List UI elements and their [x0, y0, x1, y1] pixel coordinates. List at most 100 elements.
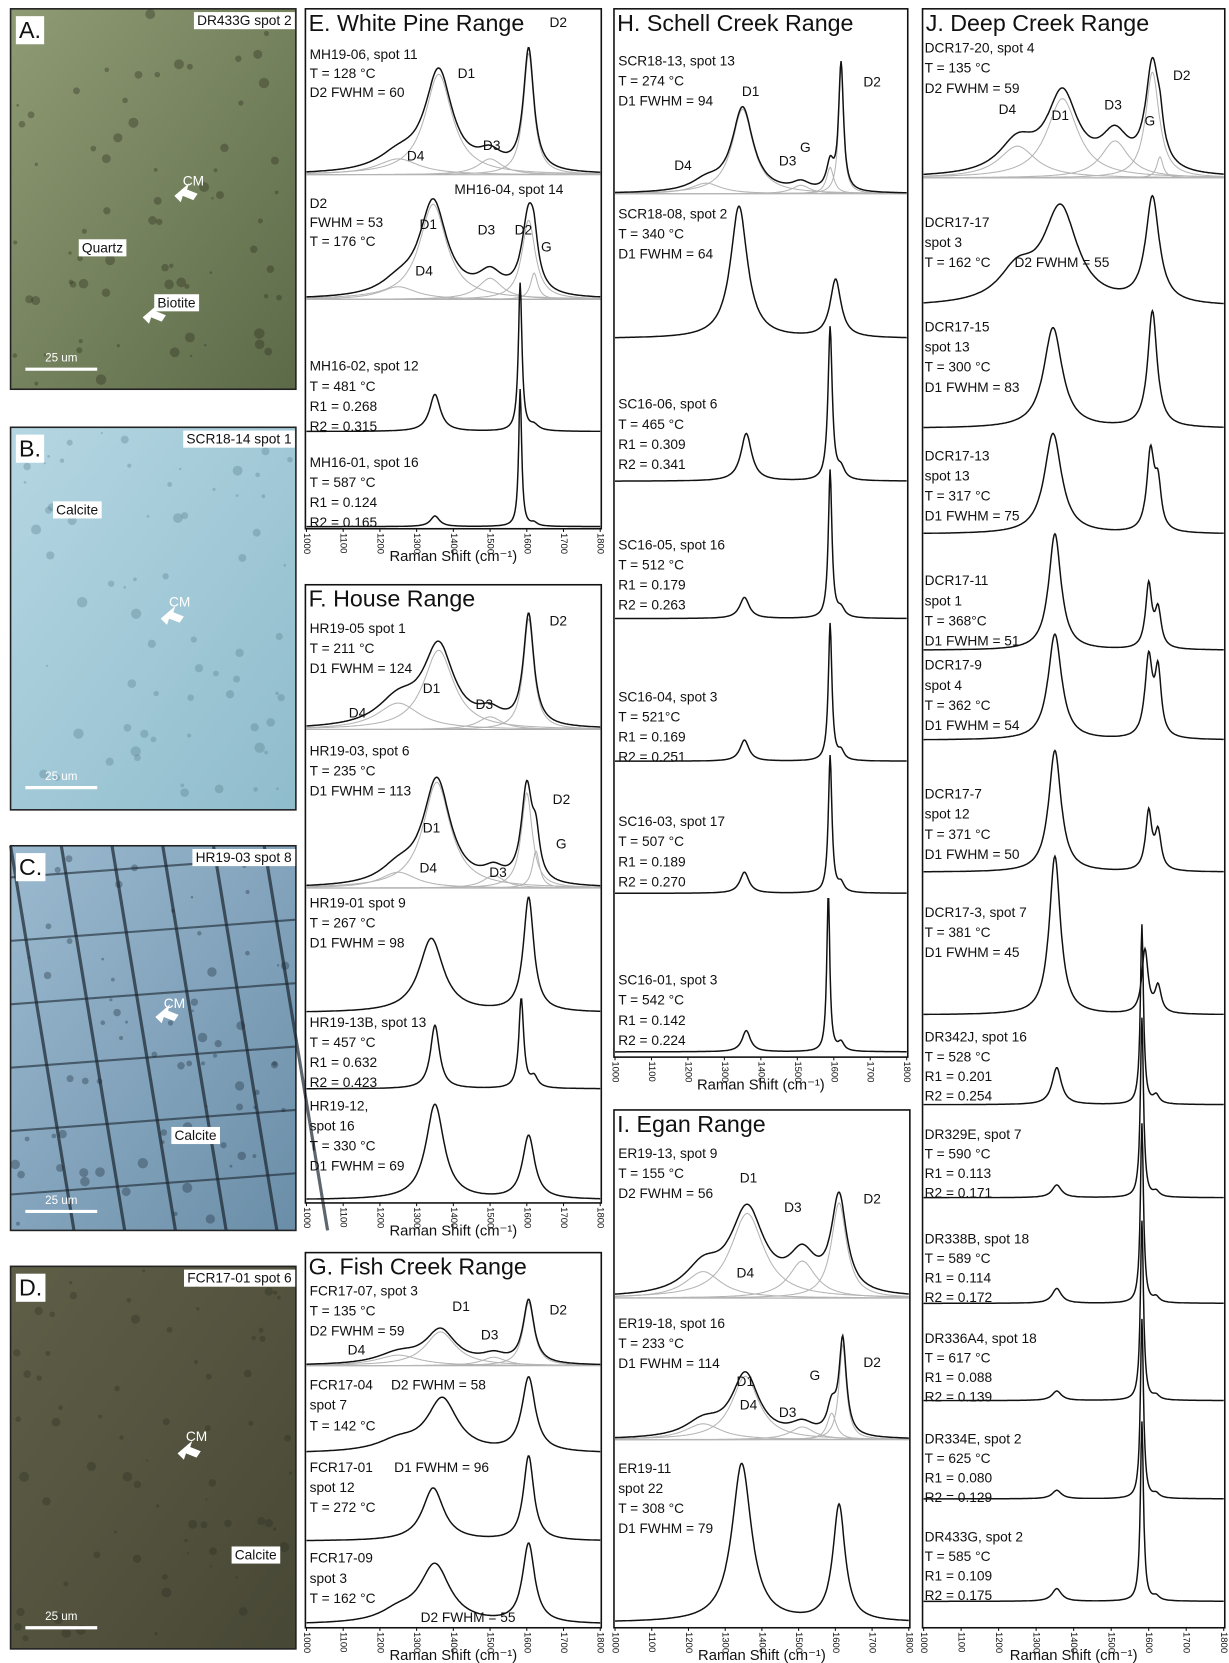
- spectrum-label: ER19-13, spot 9: [618, 1146, 717, 1161]
- photo-texture: [210, 271, 213, 274]
- spectrum-label: T = 589 °C: [925, 1251, 991, 1266]
- photo-texture: [213, 1054, 217, 1058]
- photo-texture: [156, 1504, 159, 1507]
- x-tick-label: 1600: [521, 533, 532, 554]
- scale-label: 25 um: [45, 1194, 77, 1207]
- x-tick-label: 1800: [595, 533, 606, 554]
- photo-texture: [133, 1555, 141, 1563]
- photo-texture: [255, 473, 260, 478]
- spectrum-label: DCR17-11: [925, 573, 989, 588]
- spectrum-label: D2: [310, 196, 328, 211]
- photo-texture: [168, 1020, 173, 1025]
- spectrum-label: DR342J, spot 16: [925, 1030, 1028, 1045]
- photo-texture: [206, 1374, 212, 1380]
- photo-texture: [138, 1158, 148, 1168]
- photo-texture: [13, 353, 18, 358]
- x-tick-label: 1200: [374, 533, 385, 554]
- spectrum-label: DCR17-9: [925, 658, 982, 673]
- photo-texture: [79, 1168, 88, 1177]
- spectrum-label: D1 FWHM = 51: [925, 633, 1020, 648]
- photo-texture: [198, 1033, 207, 1042]
- spectrum-label: spot 4: [925, 678, 963, 693]
- spectrum-label: spot 22: [618, 1481, 663, 1496]
- photo-texture: [276, 633, 283, 640]
- spectrum-label: DCR17-3, spot 7: [925, 905, 1027, 920]
- photo-texture: [16, 1608, 24, 1616]
- spectrum-label: D1: [423, 681, 441, 696]
- photo-texture: [204, 344, 206, 346]
- spectrum-label: D2 FWHM = 55: [421, 1610, 516, 1625]
- photo-texture: [96, 374, 107, 385]
- photo-texture: [278, 694, 285, 701]
- x-tick-label: 1700: [558, 1207, 569, 1228]
- photo-label: CM: [169, 594, 190, 609]
- photo-texture: [215, 784, 224, 793]
- spectrum-label: R1 = 0.080: [925, 1470, 993, 1485]
- figure: A.DR433G spot 2CMQuartzBiotite25 umB.SCR…: [0, 0, 1229, 1663]
- photo-texture: [90, 146, 96, 152]
- photo-label: Quartz: [82, 240, 123, 255]
- panel-title: F. House Range: [309, 586, 476, 612]
- photo-texture: [146, 1459, 148, 1461]
- component-peak: [306, 851, 600, 888]
- x-tick-label: 1600: [828, 1061, 839, 1082]
- photo-texture: [22, 1635, 28, 1641]
- photo-texture: [73, 87, 80, 94]
- photo-texture: [42, 1497, 50, 1505]
- spectrum-label: D1 FWHM = 124: [310, 661, 413, 676]
- spectrum-label: D2 FWHM = 59: [310, 1323, 405, 1338]
- photo-texture: [73, 728, 83, 738]
- x-axis-label: Raman Shift (cm⁻¹): [389, 1223, 517, 1239]
- photo-texture: [61, 1628, 71, 1638]
- photo-texture: [264, 31, 269, 36]
- photo-texture: [134, 1481, 141, 1488]
- spectrum-label: T = 135 °C: [925, 61, 991, 76]
- spectrum-label: D1: [737, 1374, 755, 1389]
- spectrum-label: MH16-02, spot 12: [310, 359, 419, 374]
- spectrum-label: DCR17-20, spot 4: [925, 41, 1035, 56]
- spectrum-label: R2 = 0.254: [925, 1088, 993, 1103]
- photo-texture: [220, 1142, 226, 1148]
- spectrum-label: T = 585 °C: [925, 1549, 991, 1564]
- photo-texture: [180, 783, 184, 787]
- spectrum-label: SCR18-13, spot 13: [618, 53, 735, 68]
- photo-letter: D.: [19, 1275, 42, 1301]
- photo-texture: [102, 289, 110, 297]
- photo-texture: [17, 1171, 25, 1179]
- photo-texture: [35, 163, 38, 166]
- photo-texture: [233, 676, 240, 683]
- photo-letter: B.: [19, 436, 41, 462]
- spectrum-label: spot 13: [925, 340, 970, 355]
- spectrum-label: D4: [420, 861, 438, 876]
- photo-texture: [271, 157, 279, 165]
- photo-texture: [47, 455, 50, 458]
- photo-texture: [259, 78, 269, 88]
- spectrum-label: FCR17-09: [310, 1551, 373, 1566]
- x-tick-label: 1100: [338, 1632, 349, 1652]
- photo-texture: [44, 972, 51, 979]
- spectrum-label: R1 = 0.088: [925, 1370, 993, 1385]
- spectrum-label: T = 368°C: [925, 613, 987, 628]
- photo-texture: [214, 168, 218, 172]
- photo-sample: FCR17-01 spot 6: [187, 1271, 292, 1286]
- spectrum-label: G: [800, 140, 811, 155]
- x-tick-label: 1800: [595, 1207, 606, 1228]
- photo-texture: [147, 515, 150, 518]
- photo-texture: [154, 168, 158, 172]
- spectrum-label: R2 = 0.172: [925, 1290, 993, 1305]
- photo-texture: [238, 100, 243, 105]
- photo-texture: [180, 788, 189, 797]
- component-peak: [615, 1214, 909, 1297]
- photo-texture: [184, 1539, 187, 1542]
- component-peak: [615, 109, 907, 193]
- photo-texture: [170, 347, 180, 357]
- x-tick-label: 1800: [901, 1061, 912, 1082]
- spectrum-label: T = 135 °C: [310, 1303, 376, 1318]
- x-tick-label: 1200: [374, 1632, 385, 1653]
- spectrum-label: T = 521°C: [618, 710, 680, 725]
- photo-texture: [82, 1078, 89, 1085]
- photo-texture: [191, 636, 197, 642]
- spectrum-label: T = 142 °C: [310, 1419, 376, 1434]
- photo-texture: [262, 447, 270, 455]
- spectrum-label: spot 16: [310, 1118, 355, 1133]
